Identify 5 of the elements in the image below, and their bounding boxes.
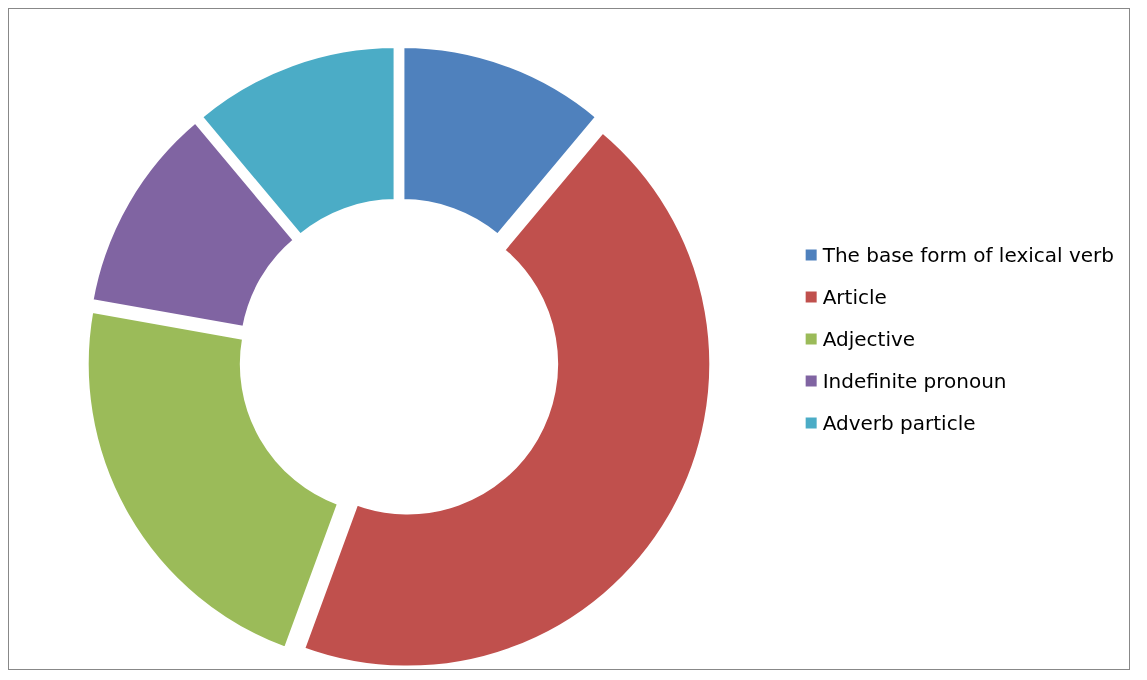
legend-label: Article	[822, 285, 887, 309]
legend-label: Adjective	[822, 327, 916, 351]
legend-label: Indefinite pronoun	[822, 369, 1007, 393]
legend-label: Adverb particle	[822, 411, 976, 435]
legend-label: The base form of lexical verb	[821, 243, 1115, 267]
